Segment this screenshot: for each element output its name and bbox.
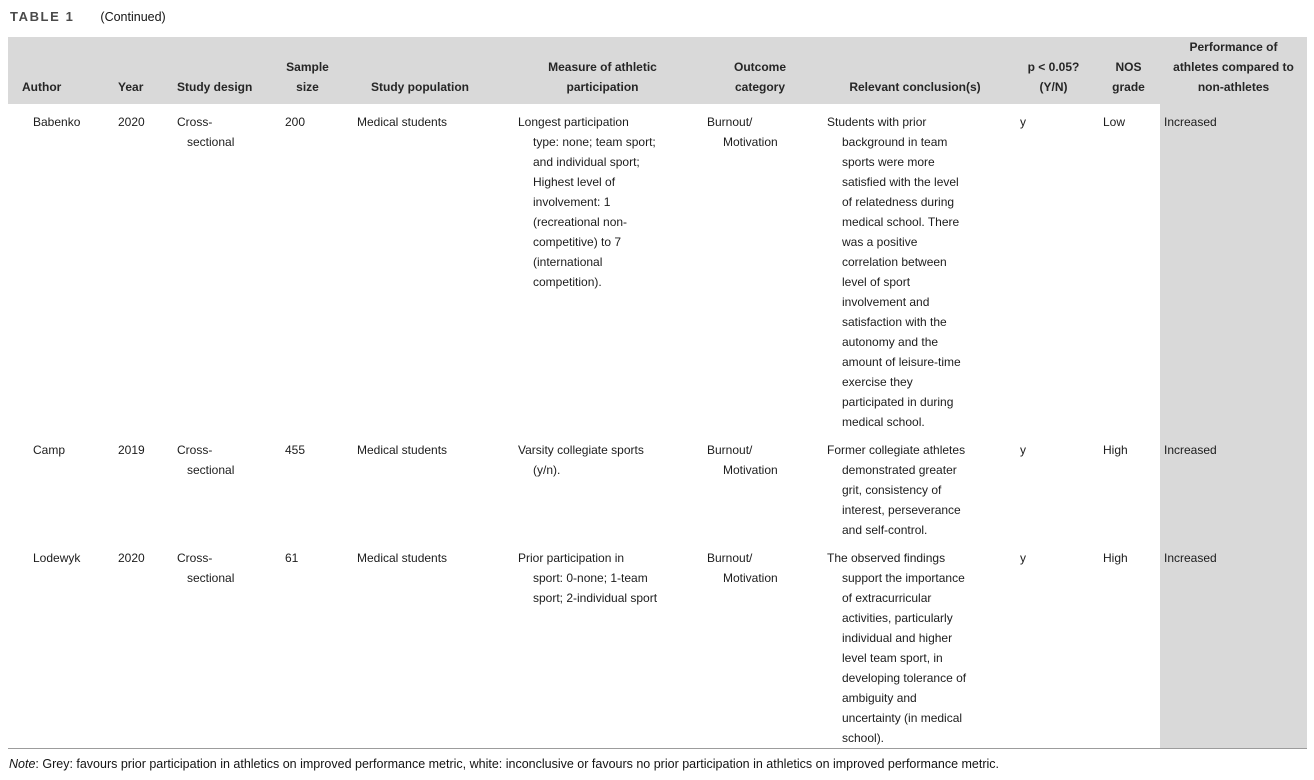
col-header-sample-size-label: Sample size bbox=[286, 60, 329, 94]
cell-study-population: Medical students bbox=[357, 115, 448, 129]
cell-performance-highlight: Increased bbox=[1160, 540, 1307, 749]
col-header-p-value-label: p < 0.05? (Y/N) bbox=[1027, 60, 1080, 94]
cell-sample-size: 455 bbox=[285, 443, 306, 457]
col-header-conclusions-label: Relevant conclusion(s) bbox=[849, 80, 981, 94]
footnote-prefix: Note bbox=[9, 757, 36, 771]
cell-study-design: Cross- sectional bbox=[177, 115, 235, 149]
col-header-author: Author bbox=[8, 37, 110, 104]
cell-study-design: Cross- sectional bbox=[177, 551, 235, 585]
col-header-year-label: Year bbox=[118, 80, 144, 94]
cell-year: 2020 bbox=[118, 115, 145, 129]
cell-conclusion: Former collegiate athletes demonstrated … bbox=[827, 443, 966, 537]
cell-measure: Varsity collegiate sports (y/n). bbox=[518, 443, 644, 477]
cell-author: Babenko bbox=[33, 115, 81, 129]
cell-outcome: Burnout/ Motivation bbox=[707, 443, 778, 477]
cell-outcome: Burnout/ Motivation bbox=[707, 115, 778, 149]
cell-nos-grade: Low bbox=[1103, 115, 1126, 129]
col-header-outcome: Outcome category bbox=[700, 37, 820, 104]
col-header-year: Year bbox=[110, 37, 165, 104]
table-header: Author Year Study design Sample size Stu… bbox=[8, 37, 1307, 104]
table-row-babenko: Babenko 2020 Cross- sectional 200 Medica… bbox=[8, 104, 1307, 432]
cell-author: Camp bbox=[33, 443, 66, 457]
table-row-lodewyk: Lodewyk 2020 Cross- sectional 61 Medical… bbox=[8, 540, 1307, 749]
cell-conclusion: The observed findings support the import… bbox=[827, 551, 967, 745]
cell-study-population: Medical students bbox=[357, 443, 448, 457]
cell-study-population: Medical students bbox=[357, 551, 448, 565]
cell-sample-size: 61 bbox=[285, 551, 299, 565]
header-row: Author Year Study design Sample size Stu… bbox=[8, 37, 1307, 104]
col-header-outcome-label: Outcome category bbox=[733, 60, 786, 94]
cell-p-value: y bbox=[1020, 443, 1026, 457]
col-header-study-population: Study population bbox=[335, 37, 505, 104]
cell-measure: Prior participation in sport: 0-none; 1-… bbox=[518, 551, 658, 605]
cell-sample-size: 200 bbox=[285, 115, 306, 129]
table-continued-label: (Continued) bbox=[100, 10, 166, 24]
cell-outcome: Burnout/ Motivation bbox=[707, 551, 778, 585]
cell-study-design: Cross- sectional bbox=[177, 443, 235, 477]
col-header-nos-grade: NOS grade bbox=[1097, 37, 1160, 104]
cell-measure: Longest participation type: none; team s… bbox=[518, 115, 656, 289]
table-body: Babenko 2020 Cross- sectional 200 Medica… bbox=[8, 104, 1307, 749]
table-caption: TABLE 1 (Continued) bbox=[8, 9, 1307, 24]
col-header-study-design: Study design bbox=[165, 37, 280, 104]
col-header-study-design-label: Study design bbox=[177, 80, 253, 94]
col-header-conclusions: Relevant conclusion(s) bbox=[820, 37, 1010, 104]
cell-conclusion: Students with prior background in team s… bbox=[827, 115, 961, 429]
footnote-text: : Grey: favours prior participation in a… bbox=[35, 757, 1000, 771]
col-header-performance-label: Performance of athletes compared to non-… bbox=[1173, 40, 1294, 94]
col-header-nos-grade-label: NOS grade bbox=[1112, 60, 1145, 94]
table-number-label: TABLE 1 bbox=[10, 9, 75, 24]
cell-p-value: y bbox=[1020, 551, 1026, 565]
col-header-p-value: p < 0.05? (Y/N) bbox=[1010, 37, 1097, 104]
studies-table: Author Year Study design Sample size Stu… bbox=[8, 37, 1307, 749]
col-header-measure: Measure of athletic participation bbox=[505, 37, 700, 104]
table-row-camp: Camp 2019 Cross- sectional 455 Medical s… bbox=[8, 432, 1307, 540]
cell-year: 2019 bbox=[118, 443, 145, 457]
table-footnote: Note: Grey: favours prior participation … bbox=[8, 756, 1307, 773]
cell-p-value: y bbox=[1020, 115, 1026, 129]
col-header-sample-size: Sample size bbox=[280, 37, 335, 104]
col-header-performance: Performance of athletes compared to non-… bbox=[1160, 37, 1307, 104]
col-header-study-population-label: Study population bbox=[371, 80, 469, 94]
cell-nos-grade: High bbox=[1103, 551, 1128, 565]
cell-year: 2020 bbox=[118, 551, 145, 565]
cell-nos-grade: High bbox=[1103, 443, 1128, 457]
cell-performance-highlight: Increased bbox=[1160, 104, 1307, 432]
col-header-measure-label: Measure of athletic participation bbox=[548, 60, 657, 94]
cell-performance-highlight: Increased bbox=[1160, 432, 1307, 540]
col-header-author-label: Author bbox=[22, 80, 62, 94]
cell-author: Lodewyk bbox=[33, 551, 81, 565]
